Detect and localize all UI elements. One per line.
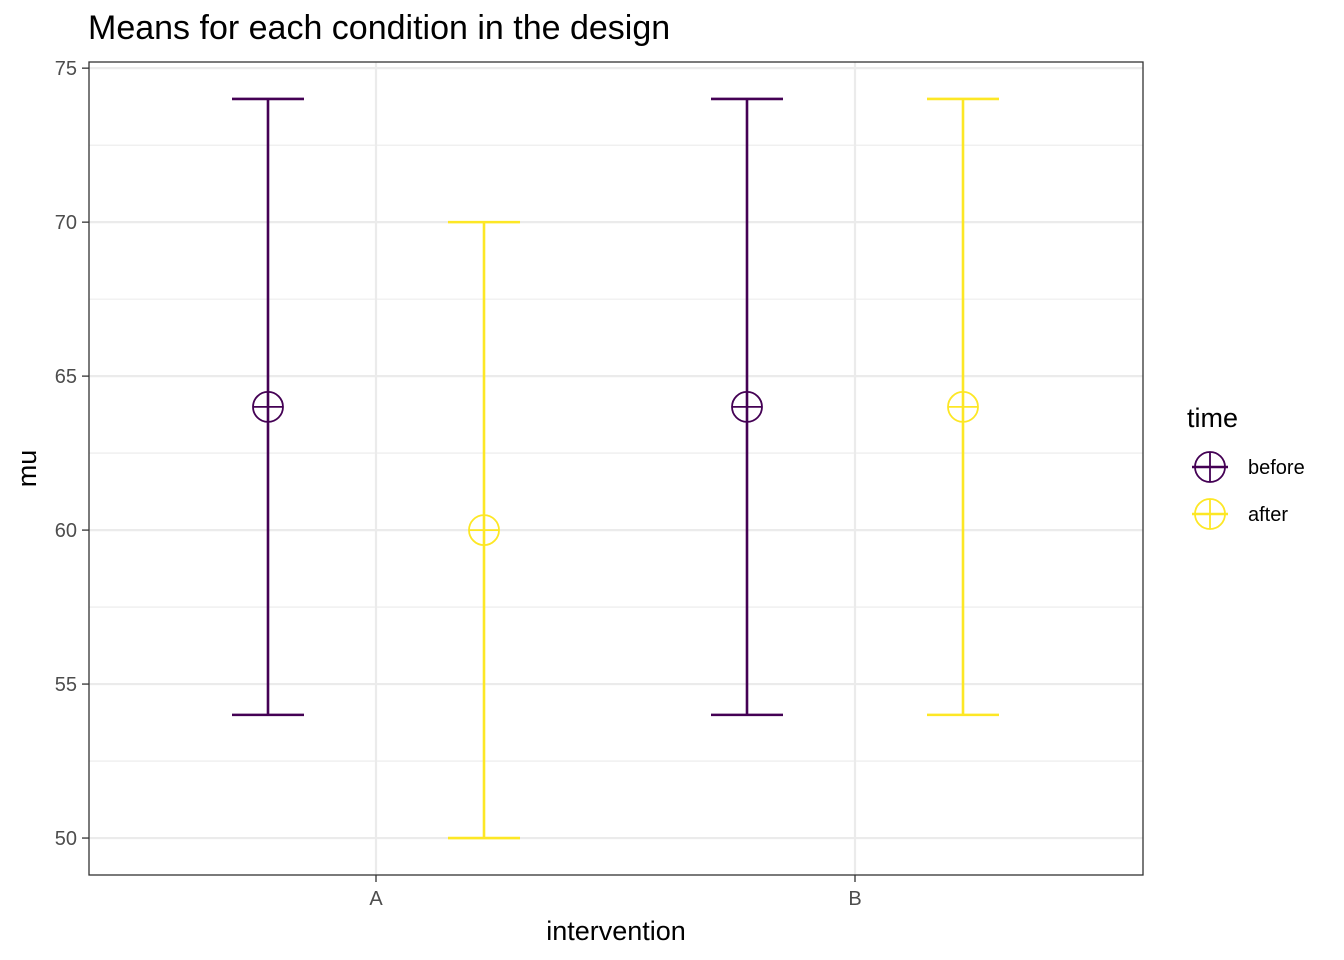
x-tick-label: A [369, 888, 383, 910]
mean-point [731, 391, 763, 423]
legend-item-after: after [1192, 498, 1288, 530]
y-axis-title: mu [12, 450, 42, 488]
legend-label: after [1248, 504, 1288, 526]
errorbar-after-B [927, 97, 999, 717]
errorbar-before-A [232, 97, 304, 717]
legend-key [1192, 451, 1228, 483]
errorbar-after-A [448, 220, 520, 840]
y-tick-label: 60 [55, 520, 77, 542]
legend-item-before: before [1192, 451, 1305, 483]
grid [89, 62, 1143, 875]
legend-key-point [1194, 451, 1226, 483]
legend-key [1192, 498, 1228, 530]
mean-point [947, 391, 979, 423]
y-tick-label: 70 [55, 212, 77, 234]
x-tick-label: B [848, 888, 861, 910]
chart-title: Means for each condition in the design [88, 9, 670, 47]
legend: time before after [1187, 403, 1305, 530]
errorbar-before-B [711, 97, 783, 717]
legend-title: time [1187, 403, 1238, 433]
y-axis: 50 55 60 65 70 75 [55, 58, 89, 850]
plot-marks [232, 97, 999, 840]
plot-panel-border [88, 61, 1144, 876]
x-axis-title: intervention [546, 916, 686, 946]
legend-key-point [1194, 498, 1226, 530]
y-tick-label: 55 [55, 674, 77, 696]
y-tick-label: 65 [55, 366, 77, 388]
y-tick-label: 75 [55, 58, 77, 80]
legend-label: before [1248, 457, 1305, 479]
mean-point [252, 391, 284, 423]
y-tick-label: 50 [55, 828, 77, 850]
mean-point [468, 514, 500, 546]
